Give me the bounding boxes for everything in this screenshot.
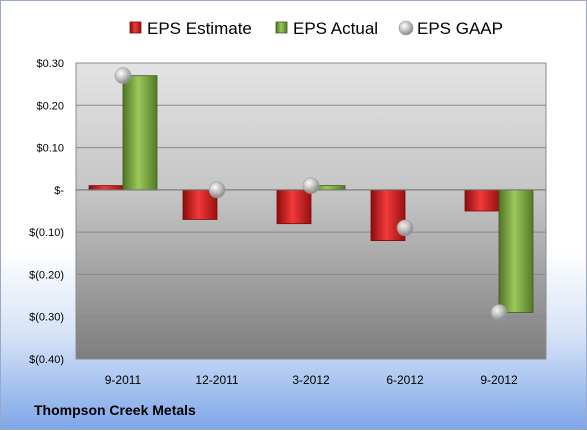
eps-estimate-bar: [464, 189, 500, 212]
eps-gaap-marker: [208, 181, 226, 199]
y-tick-label: $0.20: [36, 100, 64, 112]
eps-gaap-marker: [396, 219, 414, 237]
legend-estimate-swatch: [129, 21, 142, 34]
x-tick-label: 9-2011: [105, 373, 142, 387]
y-tick-label: $(0.20): [29, 269, 64, 281]
legend-actual-swatch: [275, 21, 288, 34]
legend-gaap-swatch: [398, 20, 414, 36]
eps-estimate-bar: [88, 185, 124, 191]
eps-actual-bar: [122, 75, 158, 191]
x-tick-label: 3-2012: [292, 373, 330, 387]
x-tick-label: 9-2012: [480, 373, 518, 387]
y-tick-label: $-: [54, 185, 64, 197]
y-tick-label: $(0.30): [29, 312, 64, 324]
company-name: Thompson Creek Metals: [34, 402, 196, 418]
eps-gaap-marker: [490, 304, 508, 321]
legend-estimate-label: EPS Estimate: [147, 19, 252, 38]
y-tick-label: $0.10: [36, 143, 64, 155]
x-tick-label: 6-2012: [386, 373, 424, 387]
eps-estimate-bar: [276, 189, 312, 225]
eps-actual-bar: [498, 189, 534, 313]
y-tick-label: $0.30: [36, 58, 64, 70]
y-tick-label: $(0.40): [29, 354, 64, 366]
eps-gaap-marker: [114, 67, 132, 84]
y-tick-label: $(0.10): [29, 227, 64, 239]
eps-gaap-marker: [302, 177, 320, 194]
x-tick-label: 12-2011: [195, 373, 238, 387]
legend-actual-label: EPS Actual: [293, 19, 378, 38]
legend-gaap-label: EPS GAAP: [417, 19, 503, 38]
